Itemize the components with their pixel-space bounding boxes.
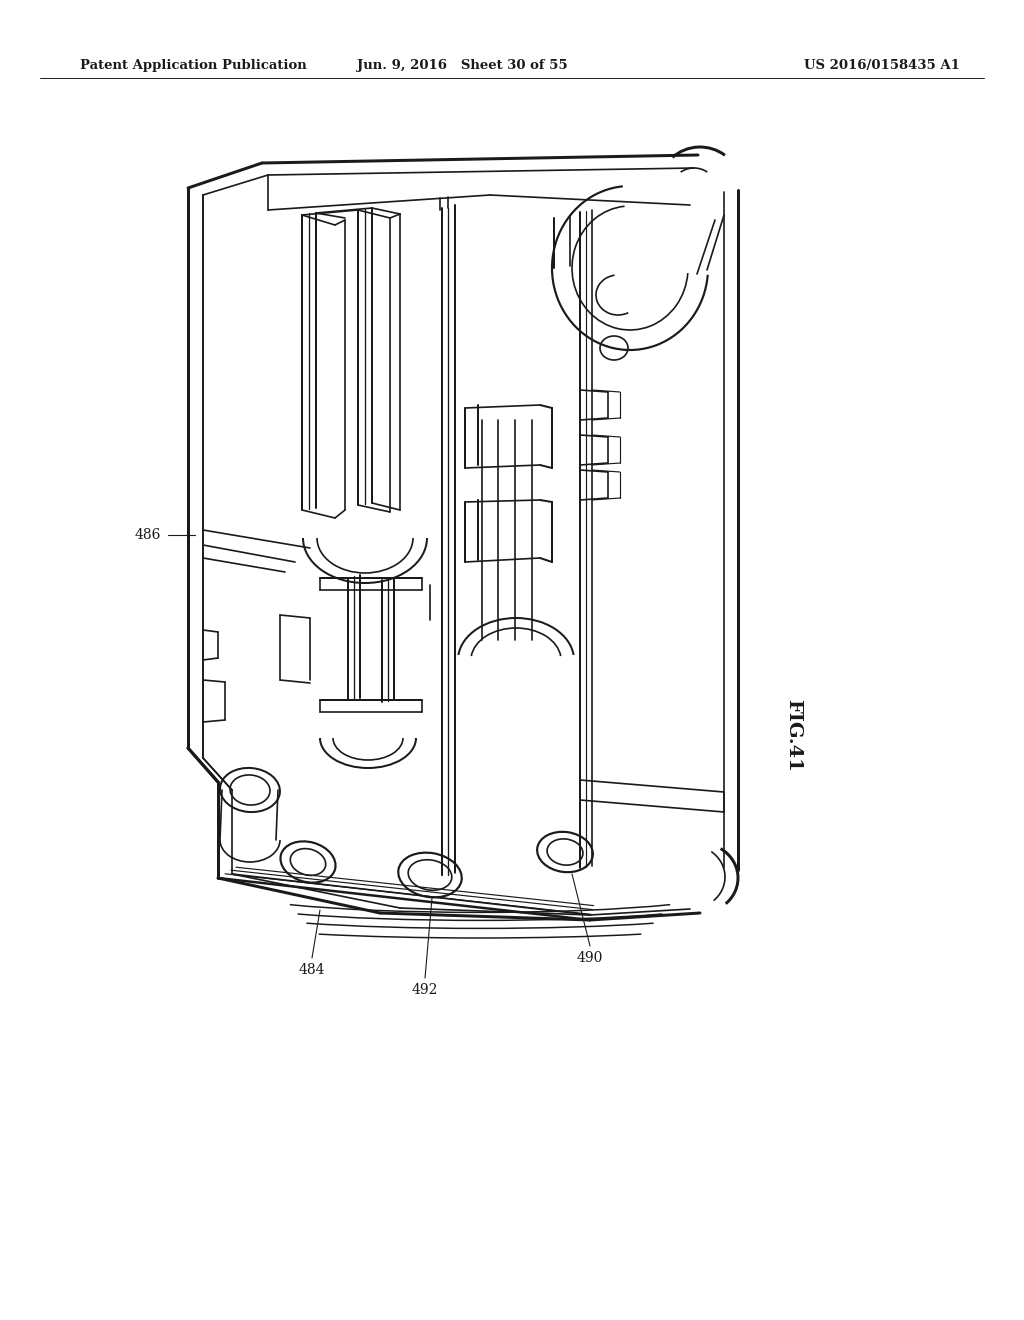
Text: 486: 486 [135, 528, 161, 543]
Text: US 2016/0158435 A1: US 2016/0158435 A1 [804, 58, 961, 71]
Text: 484: 484 [299, 964, 326, 977]
Text: FIG.41: FIG.41 [784, 698, 802, 771]
Text: Jun. 9, 2016   Sheet 30 of 55: Jun. 9, 2016 Sheet 30 of 55 [356, 58, 567, 71]
Text: Patent Application Publication: Patent Application Publication [80, 58, 307, 71]
Text: 490: 490 [577, 950, 603, 965]
Text: 492: 492 [412, 983, 438, 997]
